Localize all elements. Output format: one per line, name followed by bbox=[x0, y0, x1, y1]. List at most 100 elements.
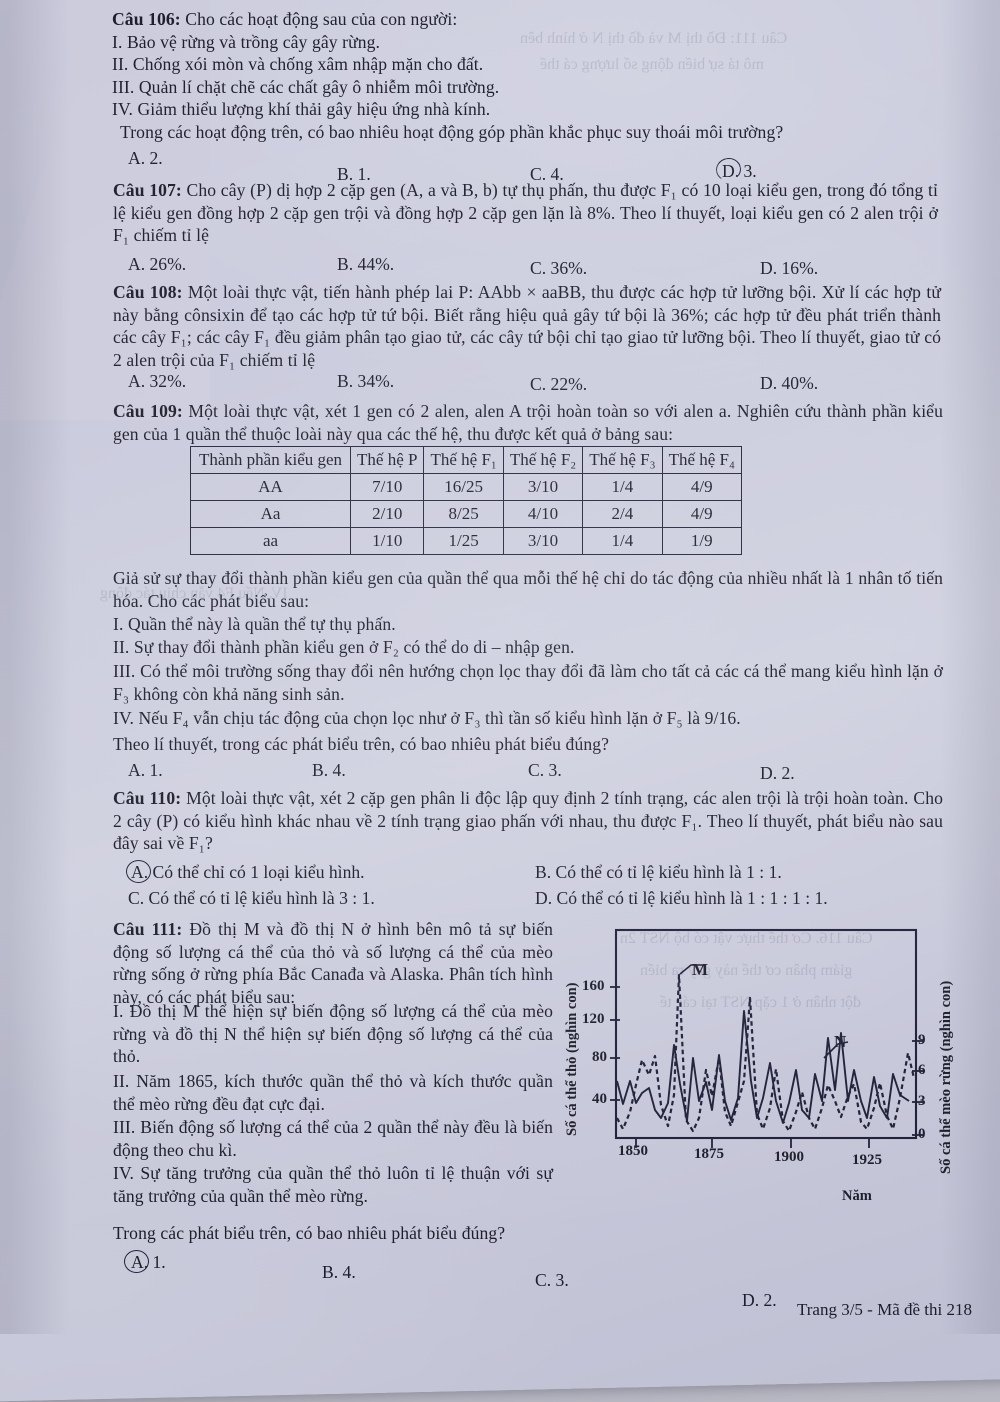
chart-series-n-lynx bbox=[616, 1010, 910, 1124]
q108-option-d[interactable]: D. 40%. bbox=[760, 373, 819, 393]
table-cell: 1/10 bbox=[350, 527, 425, 555]
q107-option-b[interactable]: B. 44%. bbox=[337, 254, 395, 274]
q109-option-b[interactable]: B. 4. bbox=[312, 760, 346, 780]
q107-option-a[interactable]: A. 26%. bbox=[128, 254, 187, 274]
q106-line-5: Trong các hoạt động trên, có bao nhiêu h… bbox=[120, 121, 784, 142]
q111-statement-4: IV. Sự tăng trưởng của quần thể thỏ luôn… bbox=[113, 1163, 553, 1206]
table-header-cell: Thế hệ F₂ bbox=[502, 446, 584, 474]
q111-option-b[interactable]: B. 4. bbox=[322, 1262, 356, 1282]
chart-ytick-right-6: 6 bbox=[918, 1062, 926, 1078]
q109-after-table-1: Giả sử sự thay đổi thành phần kiểu gen c… bbox=[113, 568, 943, 611]
chart-ytick-right-9: 9 bbox=[918, 1032, 926, 1048]
q109-stem-text: Một loài thực vật, xét 1 gen có 2 alen, … bbox=[113, 401, 943, 444]
chart-leader-line-n bbox=[823, 1041, 849, 1059]
chart-xlabel: Năm bbox=[842, 1188, 872, 1204]
table-header-cell: Thế hệ F₁ bbox=[423, 446, 504, 474]
q106-option-a[interactable]: A. 2. bbox=[128, 148, 163, 168]
page-footer: Trang 3/5 - Mã đề thi 218 bbox=[796, 1300, 972, 1319]
chart-ytick-left-80: 80 bbox=[592, 1049, 607, 1065]
chart-ytick-left-160: 160 bbox=[582, 978, 605, 994]
table-header-cell: Thế hệ P bbox=[350, 446, 425, 474]
q106-option-d[interactable]: D. 3. bbox=[722, 161, 757, 181]
chart-series-m-hare bbox=[616, 973, 916, 1133]
table-cell: 2/4 bbox=[582, 500, 663, 528]
q109-statement-3: III. Có thể môi trường sống thay đổi nên… bbox=[113, 661, 943, 704]
q111-number: Câu 111: bbox=[113, 919, 183, 939]
q111-statement-2: II. Năm 1865, kích thước quần thể thỏ và… bbox=[113, 1071, 553, 1114]
q111-statement-1: I. Đồ thị M thể hiện sự biến động số lượ… bbox=[113, 1001, 553, 1067]
question-109: Câu 109: Một loài thực vật, xét 1 gen có… bbox=[113, 400, 943, 445]
table-header-row: Thành phần kiểu gen Thế hệ P Thế hệ F₁ T… bbox=[189, 446, 742, 474]
q111-marked-answer-circle bbox=[124, 1250, 149, 1273]
q107-number: Câu 107: bbox=[113, 180, 182, 200]
q108-option-c[interactable]: C. 22%. bbox=[530, 374, 588, 394]
q106-line-2: II. Chống xói mòn và chống xâm nhập mặn … bbox=[112, 54, 484, 75]
table-cell: 1/4 bbox=[582, 527, 663, 555]
q111-stem-text: Đồ thị M và đồ thị N ở hình bên mô tả sự… bbox=[113, 919, 553, 1007]
table-row: Aa 2/10 8/25 4/10 2/4 4/9 bbox=[189, 500, 742, 528]
table-cell: Aa bbox=[189, 500, 352, 528]
chart-bottom-ticks bbox=[635, 1138, 870, 1148]
q111-closing-question: Trong các phát biểu trên, có bao nhiêu p… bbox=[113, 1223, 506, 1243]
q109-option-d[interactable]: D. 2. bbox=[760, 763, 795, 783]
q110-option-d[interactable]: D. Có thể có tỉ lệ kiểu hình là 1 : 1 : … bbox=[535, 888, 828, 908]
chart-ytick-left-40: 40 bbox=[592, 1091, 607, 1107]
q108-stem-text: Một loài thực vật, tiến hành phép lai P:… bbox=[113, 282, 941, 370]
exam-page-content: Câu 111: Đồ thị M và đồ thị N ở hình bên… bbox=[100, 8, 972, 1319]
chart-ytick-right-3: 3 bbox=[918, 1093, 926, 1109]
question-106: Câu 106: Cho các hoạt động sau của con n… bbox=[112, 8, 940, 144]
q106-number: Câu 106: bbox=[112, 9, 181, 29]
q109-option-c[interactable]: C. 3. bbox=[528, 760, 562, 780]
table-cell: 4/9 bbox=[661, 473, 742, 501]
table-cell: 1/4 bbox=[582, 473, 663, 501]
q111-statement-3: III. Biến động số lượng cá thể của 2 quầ… bbox=[113, 1117, 553, 1160]
q106-line-4: IV. Giảm thiểu lượng khí thải gây hiệu ứ… bbox=[112, 99, 491, 120]
q106-option-b[interactable]: B. 1. bbox=[337, 164, 371, 184]
question-110: Câu 110: Một loài thực vật, xét 2 cặp ge… bbox=[113, 787, 943, 855]
table-cell: 2/10 bbox=[350, 500, 425, 528]
q108-number: Câu 108: bbox=[113, 282, 183, 302]
table-row: AA 7/10 16/25 3/10 1/4 4/9 bbox=[189, 473, 742, 501]
q109-option-a[interactable]: A. 1. bbox=[128, 760, 163, 780]
q106-line-1: I. Bảo vệ rừng và trồng cây gây rừng. bbox=[112, 31, 381, 52]
table-cell: aa bbox=[189, 527, 352, 555]
q107-stem-text: Cho cây (P) dị hợp 2 cặp gen (A, a và B,… bbox=[113, 180, 938, 246]
chart-plot-svg bbox=[610, 928, 924, 1148]
q106-option-c[interactable]: C. 4. bbox=[530, 164, 564, 184]
q110-number: Câu 110: bbox=[113, 788, 182, 808]
q110-option-a[interactable]: A. Có thể chỉ có 1 loại kiểu hình. bbox=[131, 862, 365, 882]
q106-stem: Câu 106: Cho các hoạt động sau của con n… bbox=[112, 8, 940, 31]
table-header-cell: Thế hệ F₄ bbox=[661, 446, 742, 474]
table-cell: 3/10 bbox=[502, 527, 584, 555]
q107-option-c[interactable]: C. 36%. bbox=[530, 258, 588, 278]
q109-statement-1: I. Quần thể này là quần thể tự thụ phấn. bbox=[113, 614, 396, 634]
q109-statement-4: IV. Nếu F₄ vẫn chịu tác động của chọn lọ… bbox=[113, 708, 741, 728]
table-cell: 3/10 bbox=[502, 473, 584, 501]
table-header-cell: Thế hệ F₃ bbox=[582, 446, 663, 474]
chart-leader-line-m bbox=[679, 964, 704, 975]
chart-xtick-1925: 1925 bbox=[852, 1152, 882, 1168]
q109-closing-question: Theo lí thuyết, trong các phát biểu trên… bbox=[113, 734, 610, 754]
q111-option-d[interactable]: D. 2. bbox=[742, 1290, 777, 1310]
population-cycle-chart: Số cá thể thỏ (nghìn con) Số cá thể mèo … bbox=[552, 918, 954, 1218]
question-108: Câu 108: Một loài thực vật, tiến hành ph… bbox=[113, 281, 941, 371]
chart-xtick-1875: 1875 bbox=[694, 1146, 724, 1162]
q108-option-b[interactable]: B. 34%. bbox=[337, 371, 395, 391]
q109-statement-2: II. Sự thay đổi thành phần kiểu gen ở F₂… bbox=[113, 637, 575, 657]
table-cell: 1/25 bbox=[423, 527, 504, 555]
chart-frame bbox=[614, 928, 918, 1140]
q110-option-c[interactable]: C. Có thể có tỉ lệ kiểu hình là 3 : 1. bbox=[128, 888, 375, 908]
question-107: Câu 107: Cho cây (P) dị hợp 2 cặp gen (A… bbox=[113, 179, 938, 247]
table-cell: 8/25 bbox=[423, 500, 504, 528]
q106-line-3: III. Quản lí chặt chẽ các chất gây ô nhi… bbox=[112, 76, 500, 97]
table-cell: 16/25 bbox=[423, 473, 504, 501]
q110-option-b[interactable]: B. Có thể có tỉ lệ kiểu hình là 1 : 1. bbox=[535, 862, 782, 882]
q107-option-d[interactable]: D. 16%. bbox=[760, 258, 819, 278]
table-cell: 1/9 bbox=[661, 527, 742, 555]
table-header-cell: Thành phần kiểu gen bbox=[189, 446, 352, 474]
table-cell: 7/10 bbox=[350, 473, 425, 501]
chart-xtick-1900: 1900 bbox=[774, 1149, 804, 1165]
q111-option-c[interactable]: C. 3. bbox=[535, 1270, 569, 1290]
chart-ytick-right-0: 0 bbox=[918, 1126, 926, 1142]
q108-option-a[interactable]: A. 32%. bbox=[128, 371, 187, 391]
